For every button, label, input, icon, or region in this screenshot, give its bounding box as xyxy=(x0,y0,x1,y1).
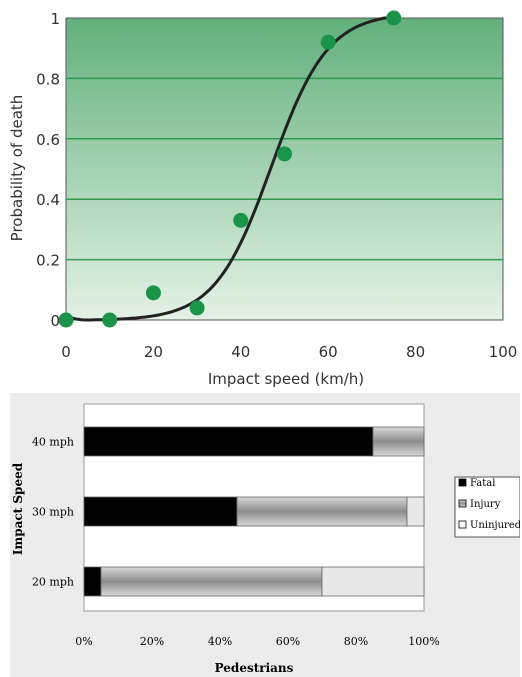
bar-segment-fatal xyxy=(83,426,374,457)
y-axis-title: Probability of death xyxy=(8,95,26,242)
x-tick-label: 20% xyxy=(140,635,164,648)
x-tick-label: 40% xyxy=(208,635,232,648)
y-tick-label: 0 xyxy=(50,312,60,330)
data-point xyxy=(277,146,292,162)
data-point xyxy=(320,34,336,50)
bar-segment-injury xyxy=(236,496,408,527)
bar-segment-injury xyxy=(372,426,425,457)
x-tick-label: 60 xyxy=(319,343,338,361)
pedestrian-outcome-chart-panel: 40 mph 30 mph 20 mph 0% 20% 40% 60% 80% 100% Fa… xyxy=(10,393,520,677)
x-tick-label: 0% xyxy=(75,635,92,648)
legend-swatch-injury xyxy=(458,499,467,508)
x-tick-label: 100 xyxy=(489,343,518,361)
plot-area xyxy=(65,17,504,321)
death-probability-chart: 0 20 40 60 80 100 0 0.2 0.4 0.6 0.8 1 Impact speed… xyxy=(8,10,518,388)
x-tick-label: 40 xyxy=(231,343,250,361)
y-tick-label: 0.4 xyxy=(36,191,60,209)
data-point xyxy=(145,285,161,301)
y-tick-label: 0.8 xyxy=(36,70,60,88)
fit-curve xyxy=(65,16,394,322)
x-tick-label: 80 xyxy=(406,343,425,361)
data-point xyxy=(189,300,205,316)
data-point xyxy=(102,312,118,328)
y-tick-label: 0.6 xyxy=(36,131,60,149)
category-label: 40 mph xyxy=(32,436,74,449)
legend-swatch-uninjured xyxy=(458,520,467,529)
bar-segment-fatal xyxy=(83,566,102,597)
y-axis-title: Impact Speed xyxy=(11,462,25,555)
x-tick-label: 0 xyxy=(61,343,71,361)
legend-label: Uninjured xyxy=(470,520,520,531)
legend-label: Fatal xyxy=(470,478,495,489)
bar-segment-uninjured xyxy=(321,566,425,597)
data-point xyxy=(233,212,249,228)
data-point xyxy=(58,312,74,328)
bar-segment-uninjured xyxy=(406,496,425,527)
x-tick-label: 80% xyxy=(344,635,368,648)
x-tick-label: 100% xyxy=(408,635,439,648)
x-tick-label: 20 xyxy=(144,343,163,361)
legend-swatch-fatal xyxy=(458,478,467,487)
data-point xyxy=(386,10,402,26)
x-axis-title: Impact speed (km/h) xyxy=(208,370,364,388)
y-tick-label: 0.2 xyxy=(36,252,60,270)
legend-label: Injury xyxy=(470,499,501,510)
x-axis-title: Pedestrians xyxy=(215,661,294,675)
bar-segment-fatal xyxy=(83,496,238,527)
y-tick-label: 1 xyxy=(50,10,60,28)
category-label: 20 mph xyxy=(32,576,74,589)
x-tick-label: 60% xyxy=(276,635,300,648)
category-label: 30 mph xyxy=(32,506,74,519)
bar-segment-injury xyxy=(100,566,323,597)
pedestrian-outcome-chart: 40 mph 30 mph 20 mph 0% 20% 40% 60% 80% 100% Fa… xyxy=(11,403,520,675)
